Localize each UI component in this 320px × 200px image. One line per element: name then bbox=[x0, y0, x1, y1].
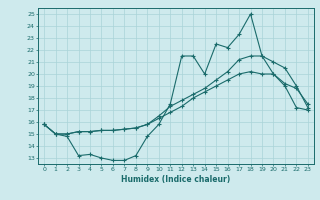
X-axis label: Humidex (Indice chaleur): Humidex (Indice chaleur) bbox=[121, 175, 231, 184]
